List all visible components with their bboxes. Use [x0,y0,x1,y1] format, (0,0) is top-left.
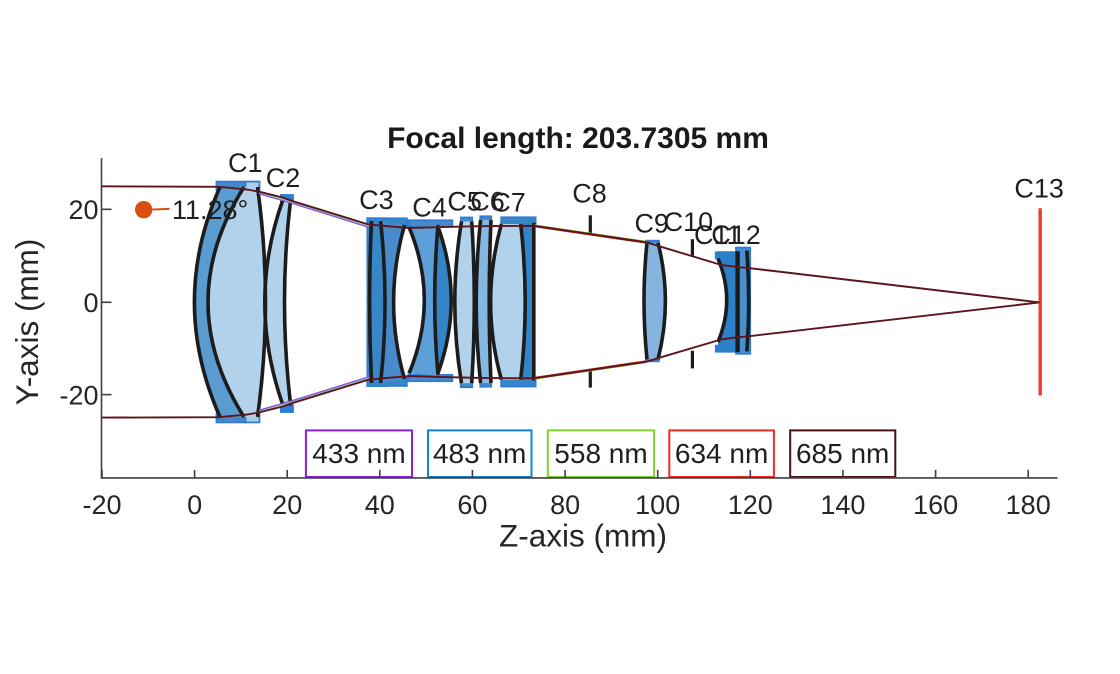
svg-text:0: 0 [83,288,98,318]
svg-text:558 nm: 558 nm [554,438,647,469]
svg-text:C13: C13 [1014,174,1064,204]
svg-text:Z-axis (mm): Z-axis (mm) [499,517,667,553]
svg-text:40: 40 [365,490,395,520]
svg-text:0: 0 [187,490,202,520]
svg-text:C6: C6 [470,187,505,217]
svg-text:C1: C1 [228,148,263,178]
svg-text:C4: C4 [412,193,447,223]
svg-text:11.28°: 11.28° [172,195,248,225]
svg-text:-20: -20 [82,490,121,520]
svg-text:Focal length: 203.7305 mm: Focal length: 203.7305 mm [387,122,769,155]
svg-text:685 nm: 685 nm [796,438,889,469]
svg-text:Y-axis (mm): Y-axis (mm) [9,239,45,406]
svg-text:C12: C12 [711,220,761,250]
svg-text:20: 20 [68,195,98,225]
svg-text:-20: -20 [59,380,98,410]
svg-text:C10: C10 [664,207,714,237]
svg-text:C8: C8 [572,179,607,209]
svg-text:C5: C5 [447,187,482,217]
svg-text:483 nm: 483 nm [433,438,526,469]
svg-text:160: 160 [913,490,958,520]
svg-text:C2: C2 [266,163,301,193]
svg-text:20: 20 [272,490,302,520]
svg-text:100: 100 [635,490,680,520]
svg-text:180: 180 [1006,490,1051,520]
svg-text:80: 80 [550,490,580,520]
svg-text:634 nm: 634 nm [675,438,768,469]
svg-text:140: 140 [820,490,865,520]
svg-text:433 nm: 433 nm [312,438,405,469]
svg-text:120: 120 [728,490,773,520]
svg-text:60: 60 [457,490,487,520]
svg-text:C7: C7 [491,188,526,218]
svg-text:C9: C9 [634,209,669,239]
svg-text:C3: C3 [359,185,394,215]
svg-text:C11: C11 [694,220,742,250]
